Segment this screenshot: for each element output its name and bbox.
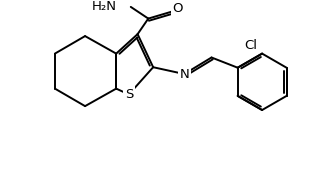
Text: N: N: [179, 68, 189, 80]
Text: O: O: [172, 2, 183, 15]
Text: S: S: [125, 88, 133, 101]
Text: H₂N: H₂N: [92, 0, 117, 13]
Text: Cl: Cl: [244, 39, 257, 52]
